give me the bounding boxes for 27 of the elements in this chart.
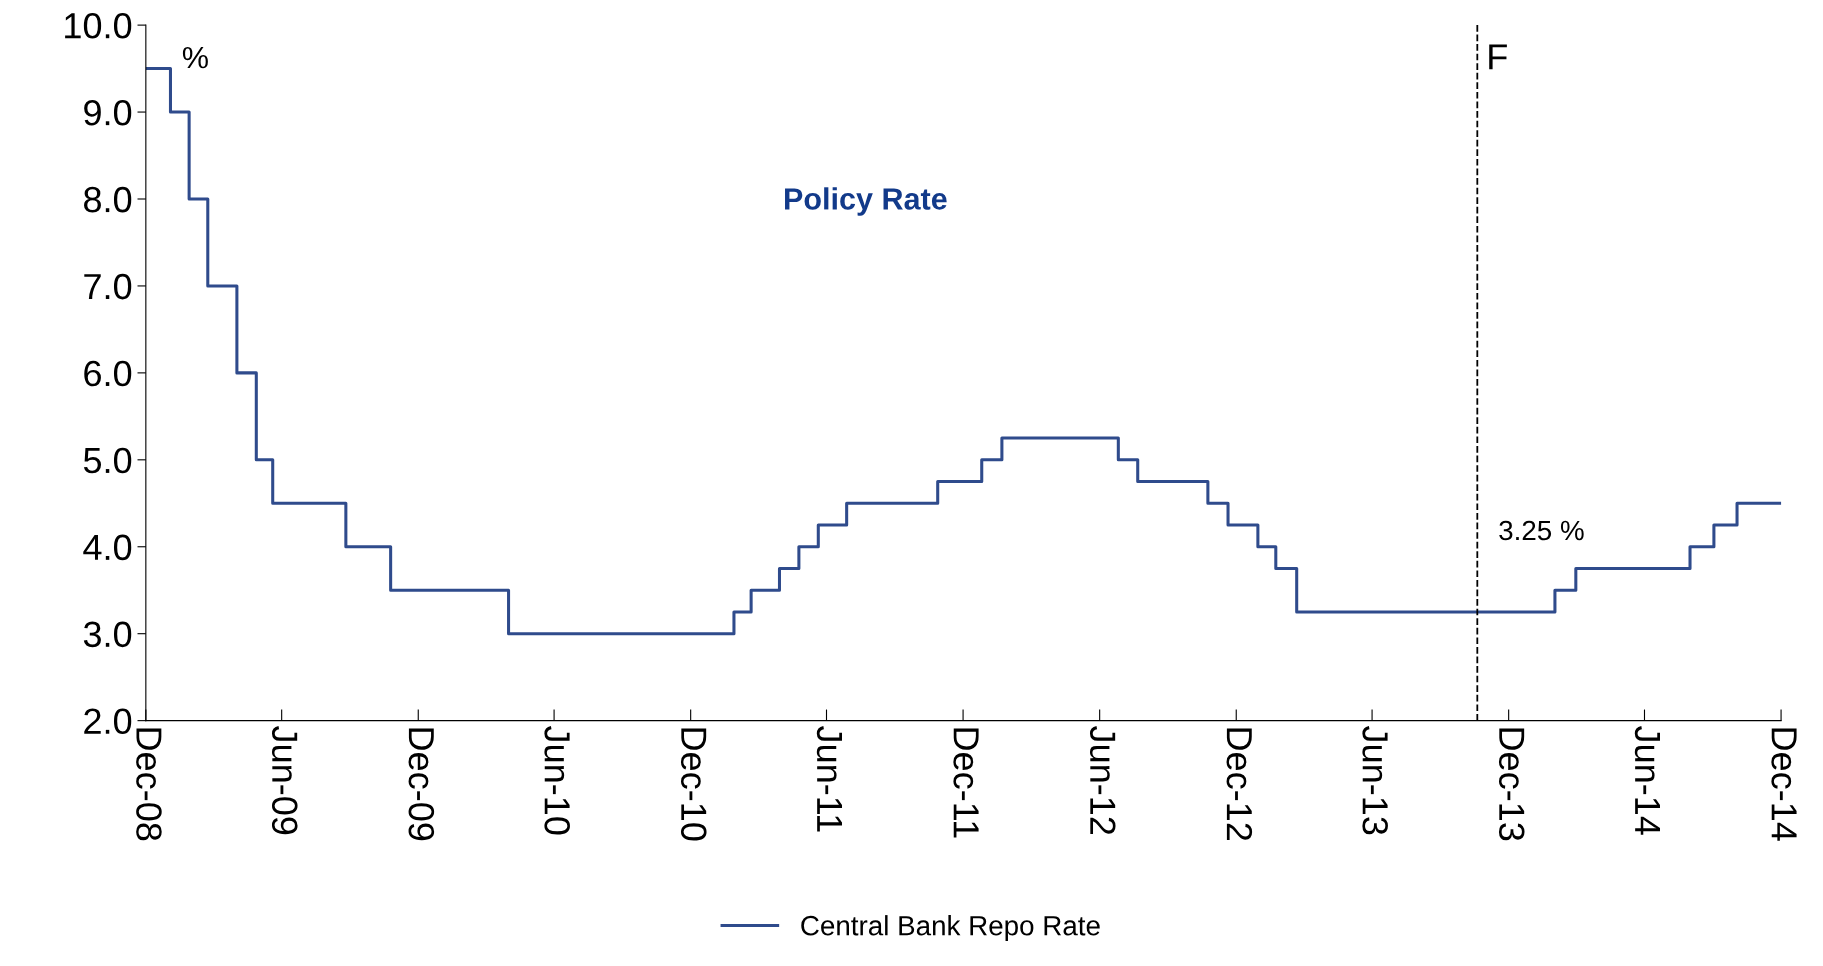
x-tick-label: Dec-13 — [1498, 728, 1525, 841]
annotation: 3.25 % — [1499, 520, 1584, 541]
y-tick-label: 6.0 — [84, 360, 132, 387]
x-tick-label: Jun-11 — [816, 726, 843, 832]
x-tick-label: Jun-13 — [1362, 726, 1388, 835]
x-tick-label: Dec-10 — [680, 728, 707, 841]
x-tick-label: Jun-14 — [1634, 726, 1660, 835]
text: Policy Rate — [785, 187, 947, 216]
y-axis-title: % — [182, 46, 208, 69]
y-tick-label: 5.0 — [83, 447, 132, 474]
y-tick-label: 8.0 — [84, 186, 132, 213]
x-tick-label: Dec-12 — [1226, 728, 1253, 841]
y-tick-label: 4.0 — [83, 534, 132, 561]
y-tick-label: 10.0 — [65, 12, 132, 39]
y-tick-label: 2.0 — [84, 708, 132, 735]
x-tick-label: Dec-14 — [1771, 728, 1797, 841]
x-tick-label: Jun-10 — [544, 726, 570, 835]
x-tick-label: Jun-12 — [1089, 726, 1116, 835]
x-tick-label: Dec-09 — [408, 728, 435, 841]
y-tick-label: 7.0 — [84, 273, 132, 300]
x-tick-label: Dec-11 — [953, 728, 979, 838]
x-tick-label: Dec-08 — [136, 728, 162, 841]
y-tick-label: 3.0 — [83, 621, 132, 648]
ref-line-label: F — [1489, 44, 1507, 70]
legend-label: Central Bank Repo Rate — [801, 915, 1100, 941]
y-tick-label: 9.0 — [84, 99, 132, 126]
x-tick-label: Jun-09 — [271, 726, 298, 835]
